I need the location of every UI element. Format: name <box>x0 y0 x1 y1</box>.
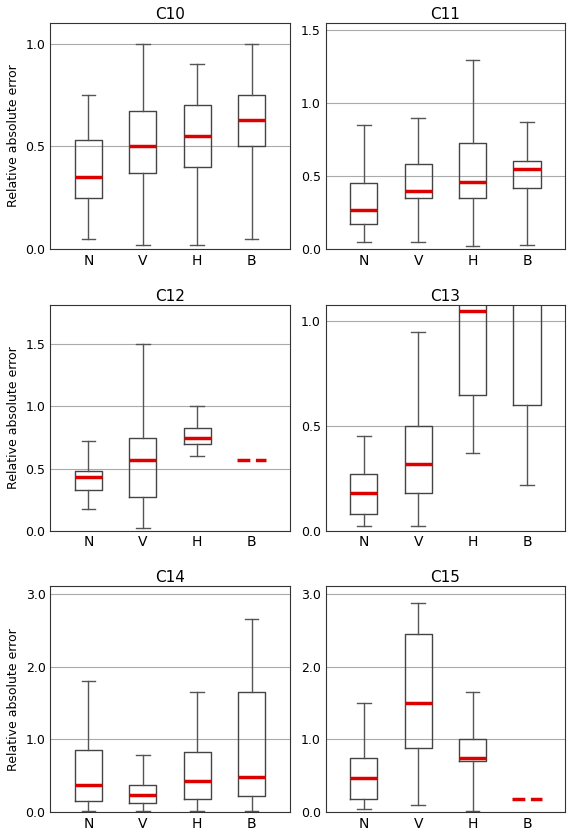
Y-axis label: Relative absolute error: Relative absolute error <box>7 65 20 207</box>
Y-axis label: Relative absolute error: Relative absolute error <box>7 628 20 771</box>
Y-axis label: Relative absolute error: Relative absolute error <box>7 346 20 489</box>
Title: C14: C14 <box>155 570 185 585</box>
Title: C10: C10 <box>155 7 185 22</box>
Title: C13: C13 <box>430 288 460 303</box>
Title: C11: C11 <box>431 7 460 22</box>
Title: C12: C12 <box>155 288 185 303</box>
Title: C15: C15 <box>431 570 460 585</box>
